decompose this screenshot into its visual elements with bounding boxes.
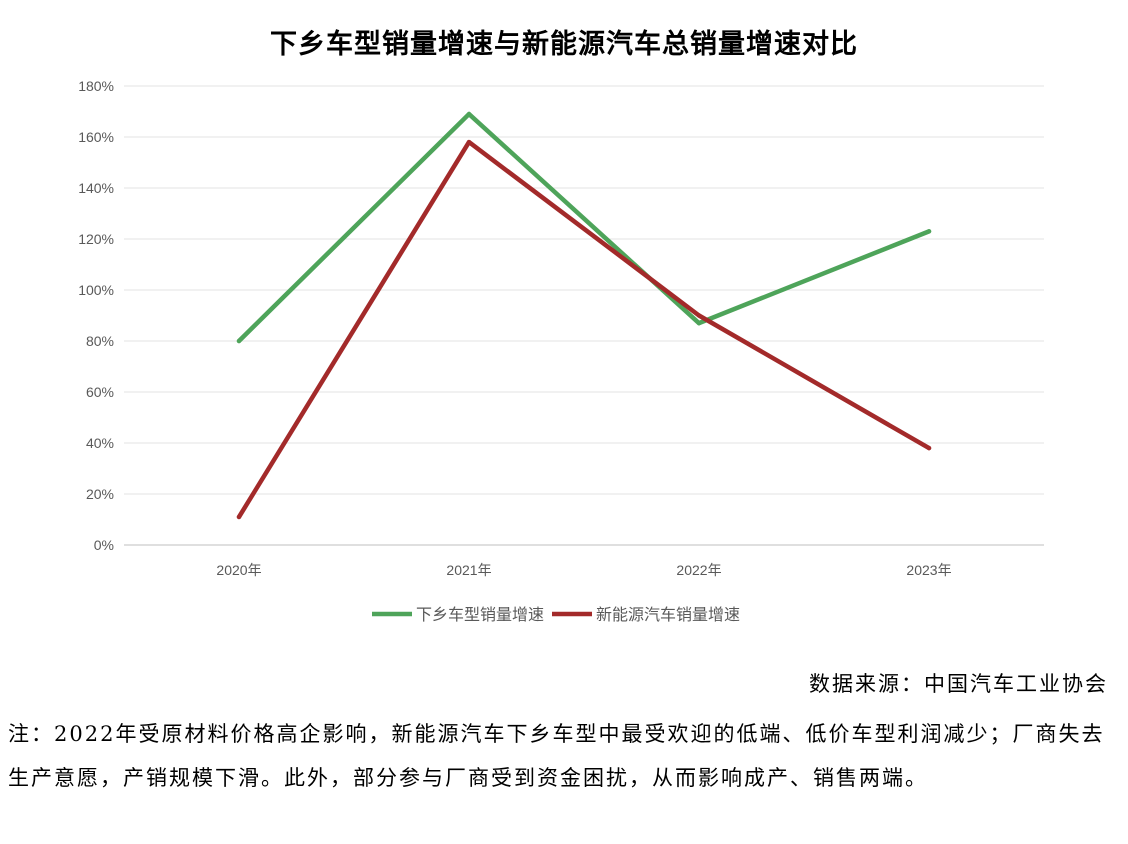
x-tick-label: 2023年 — [906, 562, 951, 578]
y-tick-label: 0% — [94, 537, 114, 553]
footnote: 注：2022年受原材料价格高企影响，新能源汽车下乡车型中最受欢迎的低端、低价车型… — [8, 722, 1105, 790]
y-axis-ticks: 0% 20% 40% 60% 80% 100% 120% 140% 160% 180% — [78, 78, 114, 553]
series-line-2 — [236, 139, 932, 520]
x-tick-label: 2021年 — [446, 562, 491, 578]
legend-label: 新能源汽车销量增速 — [596, 605, 740, 624]
grid-lines — [124, 85, 1044, 546]
data-point — [926, 229, 932, 234]
data-point — [696, 313, 702, 318]
x-tick-label: 2022年 — [676, 562, 721, 578]
y-tick-label: 180% — [78, 78, 114, 94]
y-tick-label: 80% — [86, 333, 114, 349]
y-tick-label: 160% — [78, 129, 114, 145]
series-line-1 — [236, 111, 932, 344]
legend-label: 下乡车型销量增速 — [416, 605, 544, 624]
y-tick-label: 120% — [78, 231, 114, 247]
data-source: 数据来源：中国汽车工业协会 — [809, 672, 1108, 696]
data-point — [466, 111, 472, 117]
y-tick-label: 20% — [86, 486, 114, 502]
y-tick-label: 40% — [86, 435, 114, 451]
line-chart: 0% 20% 40% 60% 80% 100% 120% 140% 160% 180% 2020年… — [78, 78, 1044, 624]
x-axis-ticks: 2020年 2021年 2022年 2023年 — [216, 562, 951, 578]
data-point — [696, 320, 702, 326]
chart-title: 下乡车型销量增速与新能源汽车总销量增速对比 — [270, 29, 858, 60]
data-point — [926, 445, 932, 451]
series-lines — [236, 111, 932, 520]
y-tick-label: 60% — [86, 384, 114, 400]
data-point — [236, 338, 242, 344]
data-point — [236, 514, 242, 520]
y-tick-label: 140% — [78, 180, 114, 196]
data-point — [466, 139, 472, 145]
x-tick-label: 2020年 — [216, 562, 261, 578]
legend: 下乡车型销量增速 新能源汽车销量增速 — [372, 605, 740, 624]
y-tick-label: 100% — [78, 282, 114, 298]
